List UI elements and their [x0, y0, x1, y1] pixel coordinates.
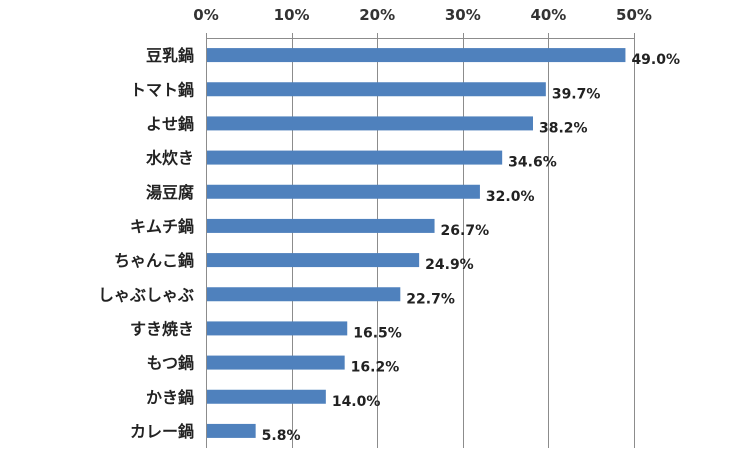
- bar: [207, 184, 480, 199]
- data-label: 26.7%: [441, 223, 490, 239]
- bar: [207, 423, 256, 438]
- x-tick-label: 0%: [193, 6, 218, 24]
- category-label: かき鍋: [146, 388, 194, 407]
- category-label: 湯豆腐: [146, 183, 194, 202]
- data-label: 24.9%: [425, 257, 474, 273]
- x-tick-label: 10%: [274, 6, 310, 24]
- bar: [207, 389, 326, 404]
- x-tick-label: 30%: [445, 6, 481, 24]
- bar: [207, 218, 435, 233]
- data-label: 5.8%: [262, 428, 301, 444]
- bar: [207, 82, 546, 97]
- x-tick-label: 50%: [616, 6, 652, 24]
- bar: [207, 355, 345, 370]
- category-label: 豆乳鍋: [146, 46, 194, 65]
- data-label: 32.0%: [486, 189, 535, 205]
- category-label: キムチ鍋: [130, 217, 194, 236]
- data-label: 38.2%: [539, 120, 588, 136]
- x-tick-label: 20%: [359, 6, 395, 24]
- category-label: トマト鍋: [130, 80, 194, 99]
- data-label: 14.0%: [332, 394, 381, 410]
- bar: [207, 287, 401, 302]
- data-label: 16.2%: [351, 360, 400, 376]
- data-label: 22.7%: [406, 291, 455, 307]
- category-label: ちゃんこ鍋: [114, 251, 194, 270]
- data-label: 34.6%: [508, 155, 557, 171]
- bar: [207, 48, 626, 63]
- category-label: カレー鍋: [130, 422, 194, 441]
- category-label: すき焼き: [130, 319, 194, 338]
- category-label: もつ鍋: [147, 354, 194, 373]
- x-tick-label: 40%: [530, 6, 566, 24]
- bar: [207, 321, 348, 336]
- category-label: よせ鍋: [146, 114, 194, 133]
- bar: [207, 116, 533, 131]
- category-label: しゃぶしゃぶ: [98, 285, 194, 304]
- category-label: 水炊き: [146, 149, 194, 168]
- bar: [207, 253, 420, 268]
- data-label: 49.0%: [631, 52, 680, 68]
- data-label: 39.7%: [552, 86, 601, 102]
- data-label: 16.5%: [353, 325, 402, 341]
- bar: [207, 150, 503, 165]
